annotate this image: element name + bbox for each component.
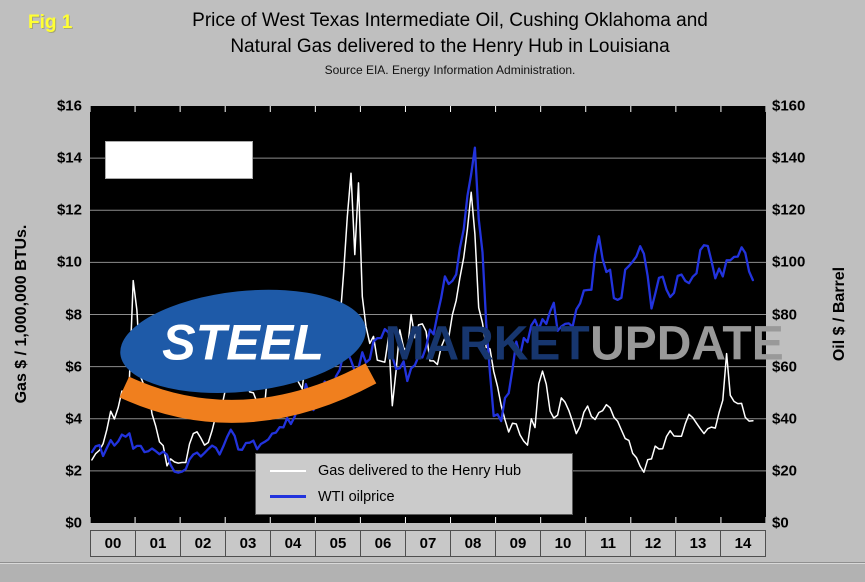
left-axis-tick-label: $4 [65, 410, 82, 428]
x-axis-year-cell: 05 [315, 530, 361, 557]
legend: Gas delivered to the Henry Hub WTI oilpr… [255, 453, 573, 515]
plot-area: STEEL MARKET UPDATE Gas delivered to the… [90, 106, 782, 523]
x-axis-year-cell: 14 [720, 530, 766, 557]
legend-label-oil: WTI oilprice [318, 488, 395, 505]
right-axis-tick-label: $140 [772, 149, 806, 167]
x-axis-year-cell: 02 [180, 530, 226, 557]
x-axis-year-cell: 04 [270, 530, 316, 557]
x-axis-year-cell: 06 [360, 530, 406, 557]
left-axis-tick-label: $16 [56, 97, 82, 115]
logo-market-text: MARKET [385, 318, 590, 371]
left-axis-tick-label: $0 [65, 514, 82, 532]
logo-orange-swoosh [119, 363, 377, 423]
chart-title-line1: Price of West Texas Intermediate Oil, Cu… [192, 10, 708, 31]
x-axis-year-cell: 01 [135, 530, 181, 557]
left-axis-tick-label: $2 [65, 462, 82, 480]
oil-line-swatch [270, 495, 306, 499]
x-axis-year-cell: 10 [540, 530, 586, 557]
right-axis-tick-label: $100 [772, 253, 806, 271]
right-axis-tick-label: $40 [772, 410, 798, 428]
right-axis-tick-labels: $0 $20 $40 $60 $80 $100 $120 $140 $160 [770, 98, 862, 532]
x-axis-year-cell: 08 [450, 530, 496, 557]
right-axis-tick-label: $20 [772, 462, 798, 480]
logo-steel-text: STEEL [162, 315, 324, 371]
smu-logo-graphic: STEEL MARKET UPDATE [119, 289, 782, 423]
chart-source-subtitle: Source EIA. Energy Information Administr… [324, 63, 576, 77]
right-axis-tick-label: $60 [772, 358, 798, 376]
right-axis-tick-label: $160 [772, 97, 806, 115]
logo-update-text: UPDATE [590, 318, 782, 371]
smu-logo: STEEL MARKET UPDATE [105, 141, 782, 423]
left-axis-tick-label: $6 [65, 358, 82, 376]
left-axis-tick-label: $14 [56, 149, 82, 167]
legend-item-gas: Gas delivered to the Henry Hub [270, 463, 572, 479]
oil-line [90, 146, 755, 474]
left-axis-tick-labels: $0 $2 $4 $6 $8 $10 $12 $14 $16 [0, 98, 86, 532]
gas-line [91, 172, 754, 473]
left-axis-tick-label: $12 [56, 201, 82, 219]
x-axis-year-cell: 03 [225, 530, 271, 557]
right-axis-tick-label: $0 [772, 514, 789, 532]
legend-label-gas: Gas delivered to the Henry Hub [318, 463, 522, 480]
legend-item-oil: WTI oilprice [270, 489, 572, 505]
right-axis-tick-label: $80 [772, 306, 798, 323]
figure-number-label: Fig 1 [28, 12, 73, 33]
x-axis-year-cell: 00 [90, 530, 136, 557]
left-axis-tick-label: $10 [56, 253, 82, 271]
left-axis-tick-label: $8 [65, 306, 82, 323]
x-axis-year-cell: 07 [405, 530, 451, 557]
x-axis-year-row: 00 01 02 03 04 05 06 07 08 09 10 11 12 13 14 [90, 530, 766, 557]
x-axis-year-cell: 09 [495, 530, 541, 557]
right-axis-tick-label: $120 [772, 201, 806, 219]
x-axis-year-cell: 12 [630, 530, 676, 557]
x-axis-year-cell: 11 [585, 530, 631, 557]
x-axis-year-cell: 13 [675, 530, 721, 557]
logo-blue-oval [120, 289, 366, 393]
chart-title-block: Price of West Texas Intermediate Oil, Cu… [90, 8, 810, 77]
chart-title-line2: Natural Gas delivered to the Henry Hub i… [230, 36, 670, 57]
gas-line-swatch [270, 470, 306, 473]
bottom-strip [0, 562, 865, 582]
